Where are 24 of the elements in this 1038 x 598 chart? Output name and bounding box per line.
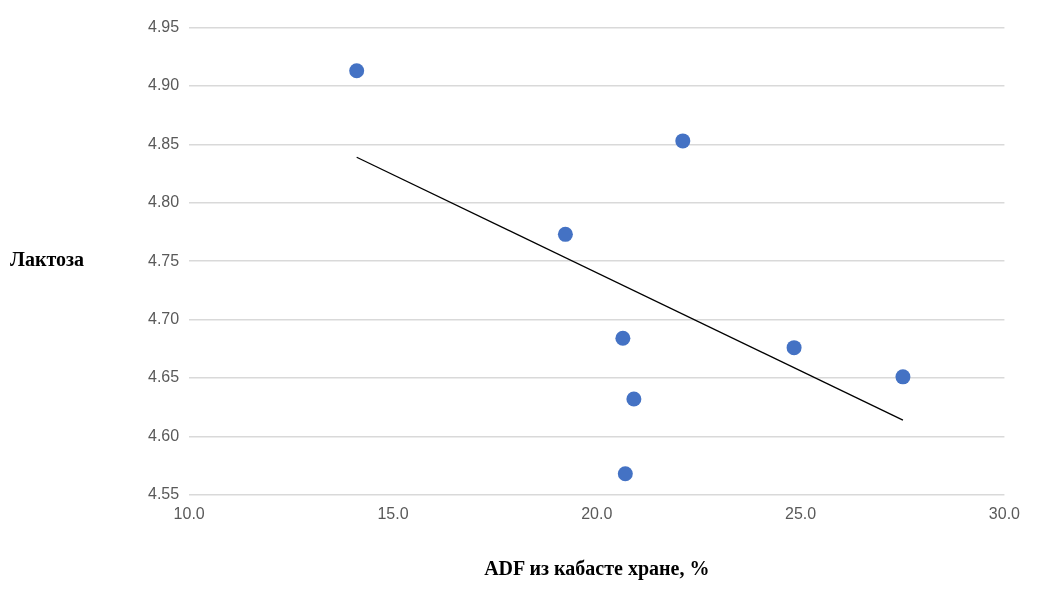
x-axis-title: ADF из кабасте хране, % xyxy=(484,557,710,581)
point xyxy=(786,340,802,356)
x-tick-label: 15.0 xyxy=(377,504,409,522)
y-tick-label: 4.75 xyxy=(148,251,180,269)
y-tick-label: 4.60 xyxy=(148,426,180,444)
y-tick-label: 4.70 xyxy=(148,310,180,328)
y-tick-label: 4.90 xyxy=(148,76,180,94)
x-tick-label: 25.0 xyxy=(785,504,817,522)
point xyxy=(349,63,365,79)
x-tick-label: 10.0 xyxy=(173,504,205,522)
point xyxy=(615,330,631,346)
x-tick-label: 30.0 xyxy=(988,504,1021,522)
y-tick-label: 4.95 xyxy=(148,18,180,36)
point xyxy=(675,133,691,149)
y-tick-label: 4.65 xyxy=(148,368,180,386)
y-tick-label: 4.80 xyxy=(148,193,180,211)
point xyxy=(895,369,911,385)
point xyxy=(557,226,573,242)
point xyxy=(626,391,642,407)
x-tick-label: 20.0 xyxy=(581,504,613,522)
point xyxy=(617,466,633,482)
y-tick-label: 4.85 xyxy=(148,134,180,152)
y-axis-title: Лактоза xyxy=(10,248,85,271)
y-tick-label: 4.55 xyxy=(148,485,180,503)
